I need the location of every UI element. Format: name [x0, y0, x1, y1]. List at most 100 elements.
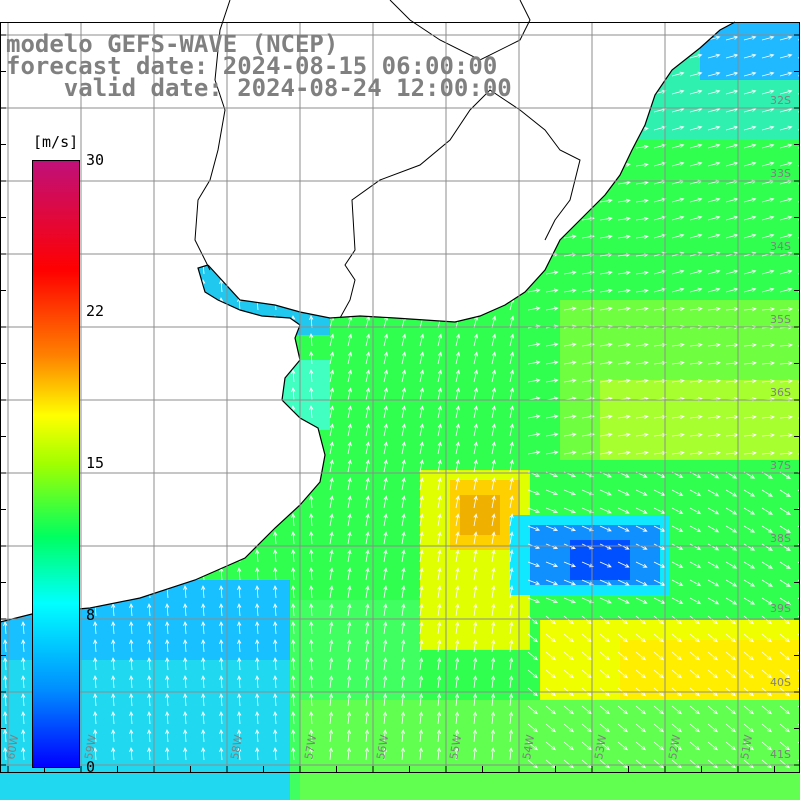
- wind-arrow: [418, 729, 423, 743]
- wind-arrow: [183, 297, 188, 311]
- wind-arrow: [491, 117, 497, 131]
- wind-arrow: [707, 651, 718, 661]
- wind-arrow: [617, 543, 630, 550]
- wind-arrow: [635, 579, 648, 586]
- wind-arrow: [3, 495, 8, 509]
- wind-arrow: [779, 143, 793, 149]
- wind-arrow: [707, 597, 720, 605]
- wind-arrow: [364, 693, 370, 707]
- wind-arrow: [671, 489, 684, 497]
- wind-arrow: [273, 585, 278, 599]
- wind-arrow: [401, 441, 406, 455]
- wind-arrow: [329, 657, 334, 671]
- wind-arrow: [473, 117, 479, 131]
- wind-arrow: [183, 675, 188, 689]
- wind-arrow: [743, 615, 754, 625]
- wind-arrow: [183, 477, 188, 491]
- wind-arrow: [689, 597, 702, 605]
- wind-arrow: [111, 675, 116, 689]
- wind-arrow: [93, 639, 98, 653]
- wind-arrow: [3, 549, 8, 563]
- wind-arrow: [689, 215, 703, 221]
- wind-arrow: [273, 261, 278, 275]
- wind-arrow: [401, 171, 407, 185]
- wind-arrow: [473, 621, 478, 635]
- wind-arrow: [509, 477, 514, 491]
- wind-arrow: [347, 639, 352, 653]
- wind-arrow: [219, 513, 224, 527]
- wind-arrow: [743, 215, 757, 221]
- wind-arrow: [508, 693, 514, 707]
- wind-arrow: [273, 621, 278, 635]
- wind-arrow: [527, 633, 538, 643]
- wind-arrow: [455, 279, 461, 293]
- wind-arrow: [329, 333, 335, 347]
- wind-arrow: [707, 741, 718, 751]
- wind-arrow: [527, 270, 541, 275]
- wind-arrow: [291, 621, 296, 635]
- wind-arrow: [725, 597, 738, 605]
- wind-arrow: [527, 507, 541, 513]
- wind-arrow: [437, 333, 443, 347]
- wind-arrow: [382, 729, 387, 743]
- wind-arrow: [165, 369, 170, 383]
- wind-arrow: [201, 405, 206, 419]
- wind-arrow: [165, 261, 170, 275]
- wind-arrow: [129, 171, 134, 185]
- wind-arrow: [545, 108, 559, 113]
- wind-arrow: [545, 615, 556, 625]
- wind-arrow: [255, 549, 260, 563]
- wind-arrow: [329, 639, 334, 653]
- wind-arrow: [365, 405, 370, 419]
- wind-arrow: [21, 549, 26, 563]
- wind-arrow: [129, 297, 134, 311]
- wind-arrow: [219, 693, 224, 707]
- wind-arrow: [201, 117, 206, 131]
- wind-arrow: [346, 711, 352, 725]
- wind-arrow: [761, 379, 775, 384]
- wind-arrow: [309, 387, 314, 401]
- wind-arrow: [635, 543, 648, 550]
- wind-arrow: [779, 215, 793, 221]
- wind-arrow: [147, 513, 152, 527]
- wind-arrow: [111, 405, 116, 419]
- wind-arrow: [383, 135, 389, 149]
- wind-arrow: [563, 144, 577, 149]
- wind-arrow: [437, 117, 443, 131]
- wind-arrow: [347, 225, 353, 239]
- wind-arrow: [473, 225, 479, 239]
- wind-arrow: [111, 621, 116, 635]
- wind-arrow: [418, 747, 423, 761]
- wind-arrow: [93, 405, 98, 419]
- wind-arrow: [473, 549, 478, 563]
- wind-arrow: [129, 261, 134, 275]
- wind-arrow: [671, 197, 685, 203]
- wind-arrow: [364, 747, 369, 761]
- wind-arrow: [491, 153, 497, 167]
- wind-arrow: [635, 669, 646, 679]
- wind-arrow: [201, 441, 206, 455]
- wind-arrow: [491, 477, 496, 491]
- wind-arrow: [255, 405, 260, 419]
- wind-arrow: [201, 495, 206, 509]
- wind-arrow: [383, 189, 389, 203]
- wind-arrow: [635, 450, 649, 455]
- wind-arrow: [707, 89, 721, 95]
- wind-arrow: [527, 126, 541, 131]
- wind-arrow: [309, 621, 314, 635]
- wind-arrow: [382, 675, 388, 689]
- wind-arrow: [93, 387, 98, 401]
- wind-arrow: [563, 270, 577, 275]
- wind-arrow: [255, 207, 260, 221]
- wind-arrow: [689, 705, 700, 715]
- wind-arrow: [527, 360, 541, 365]
- wind-arrow: [473, 585, 478, 599]
- wind-arrow: [473, 297, 479, 311]
- wind-arrow: [563, 378, 577, 383]
- wind-arrow: [273, 675, 278, 689]
- wind-arrow: [328, 675, 334, 689]
- wind-arrow: [255, 585, 260, 599]
- wind-arrow: [563, 705, 574, 715]
- wind-arrow: [743, 71, 757, 77]
